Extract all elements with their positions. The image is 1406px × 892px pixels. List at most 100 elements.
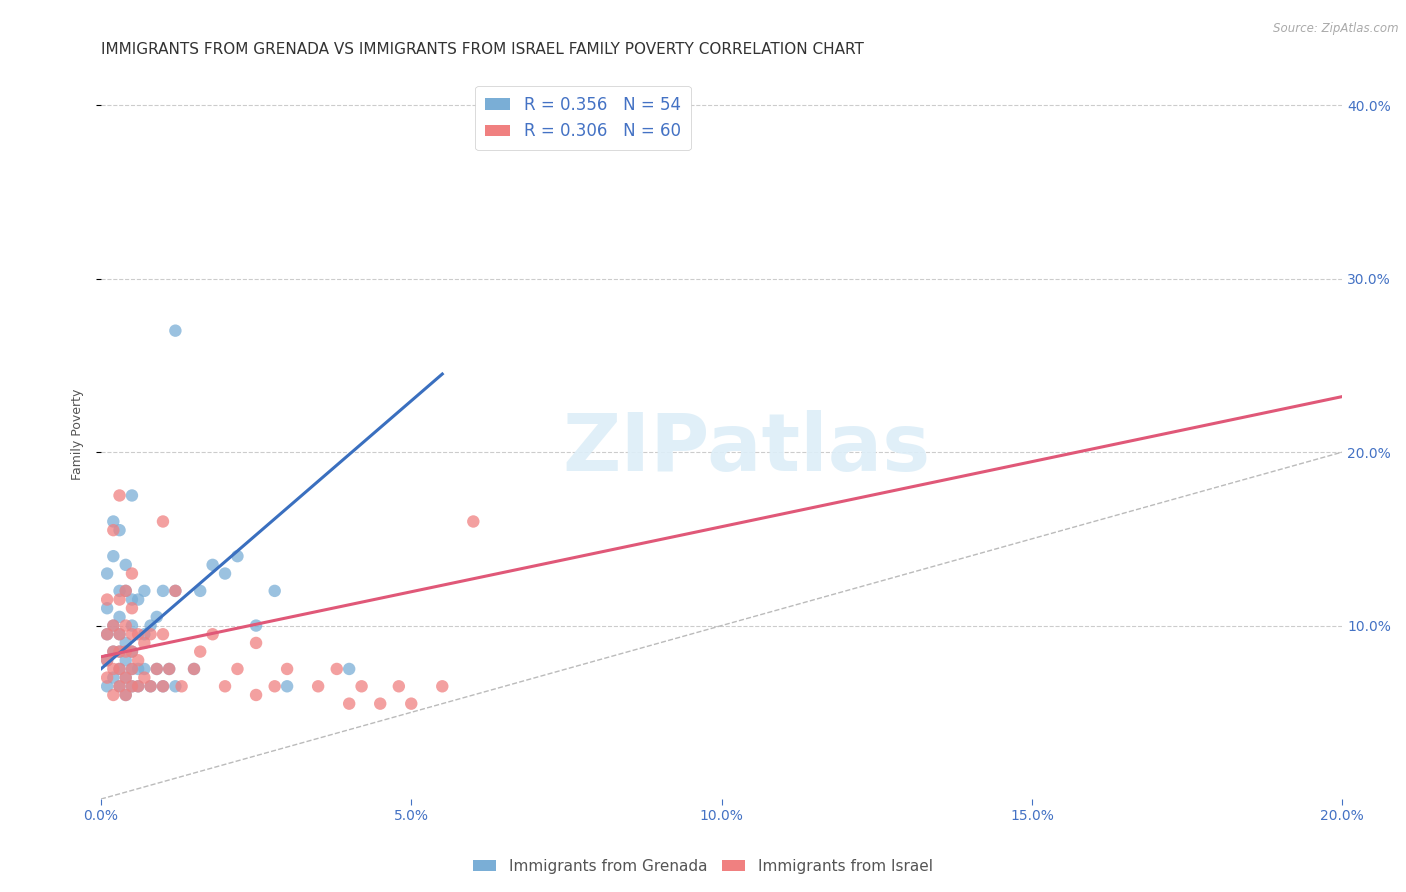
Point (226, 549, 249, 564)
Point (96, 627, 118, 641)
Point (165, 324, 187, 338)
Point (108, 662, 131, 676)
Point (134, 662, 156, 676)
Point (121, 679, 143, 693)
Point (108, 627, 131, 641)
Point (263, 679, 285, 693)
Point (337, 697, 360, 711)
Point (183, 662, 205, 676)
Point (157, 662, 180, 676)
Point (127, 679, 149, 693)
Point (121, 662, 143, 676)
Point (121, 618, 143, 632)
Point (121, 644, 143, 658)
Point (368, 697, 391, 711)
Text: Source: ZipAtlas.com: Source: ZipAtlas.com (1274, 22, 1399, 36)
Point (183, 662, 205, 676)
Point (350, 679, 373, 693)
Text: ZIPatlas: ZIPatlas (562, 410, 931, 488)
Point (432, 679, 454, 693)
Point (276, 662, 298, 676)
Point (96, 671, 118, 685)
Point (108, 644, 131, 658)
Point (307, 679, 329, 693)
Point (337, 662, 360, 676)
Point (114, 688, 136, 702)
Point (121, 627, 143, 641)
Point (108, 644, 131, 658)
Point (399, 697, 422, 711)
Point (134, 583, 156, 598)
Point (96, 592, 118, 607)
Point (114, 644, 136, 658)
Point (586, 133, 609, 147)
Point (127, 679, 149, 693)
Point (114, 688, 136, 702)
Point (103, 549, 125, 564)
Point (108, 679, 131, 693)
Point (114, 583, 136, 598)
Point (201, 627, 224, 641)
Point (114, 671, 136, 685)
Point (108, 627, 131, 641)
Point (201, 558, 224, 572)
Point (103, 644, 125, 658)
Point (96, 566, 118, 581)
Point (108, 610, 131, 624)
Point (463, 515, 485, 529)
Point (108, 523, 131, 537)
Point (114, 671, 136, 685)
Point (245, 636, 267, 650)
Point (226, 662, 249, 676)
Point (134, 671, 156, 685)
Point (152, 583, 174, 598)
Point (103, 662, 125, 676)
Point (96, 601, 118, 615)
Point (108, 592, 131, 607)
Point (127, 662, 149, 676)
Point (145, 610, 167, 624)
Point (152, 679, 174, 693)
Point (388, 679, 411, 693)
Point (121, 601, 143, 615)
Point (139, 627, 162, 641)
Point (121, 644, 143, 658)
Point (103, 688, 125, 702)
Text: IMMIGRANTS FROM GRENADA VS IMMIGRANTS FROM ISRAEL FAMILY POVERTY CORRELATION CHA: IMMIGRANTS FROM GRENADA VS IMMIGRANTS FR… (101, 42, 863, 57)
Point (114, 583, 136, 598)
Point (114, 653, 136, 667)
Point (263, 583, 285, 598)
Point (96, 653, 118, 667)
Point (121, 592, 143, 607)
Point (121, 488, 143, 502)
Point (165, 679, 187, 693)
Point (139, 618, 162, 632)
Point (103, 618, 125, 632)
Point (127, 592, 149, 607)
Point (139, 679, 162, 693)
Point (103, 644, 125, 658)
Legend: R = 0.356   N = 54, R = 0.306   N = 60: R = 0.356 N = 54, R = 0.306 N = 60 (475, 86, 690, 151)
Point (134, 636, 156, 650)
Point (96, 653, 118, 667)
Point (121, 566, 143, 581)
Point (245, 688, 267, 702)
Point (127, 627, 149, 641)
Point (114, 636, 136, 650)
Point (108, 679, 131, 693)
Point (145, 662, 167, 676)
Point (127, 653, 149, 667)
Point (134, 627, 156, 641)
Point (188, 644, 211, 658)
Point (108, 662, 131, 676)
Point (139, 679, 162, 693)
Point (276, 679, 298, 693)
Point (96, 627, 118, 641)
Point (103, 618, 125, 632)
Point (326, 662, 349, 676)
Point (152, 627, 174, 641)
Point (103, 671, 125, 685)
Point (214, 679, 236, 693)
Point (245, 618, 267, 632)
Point (108, 583, 131, 598)
